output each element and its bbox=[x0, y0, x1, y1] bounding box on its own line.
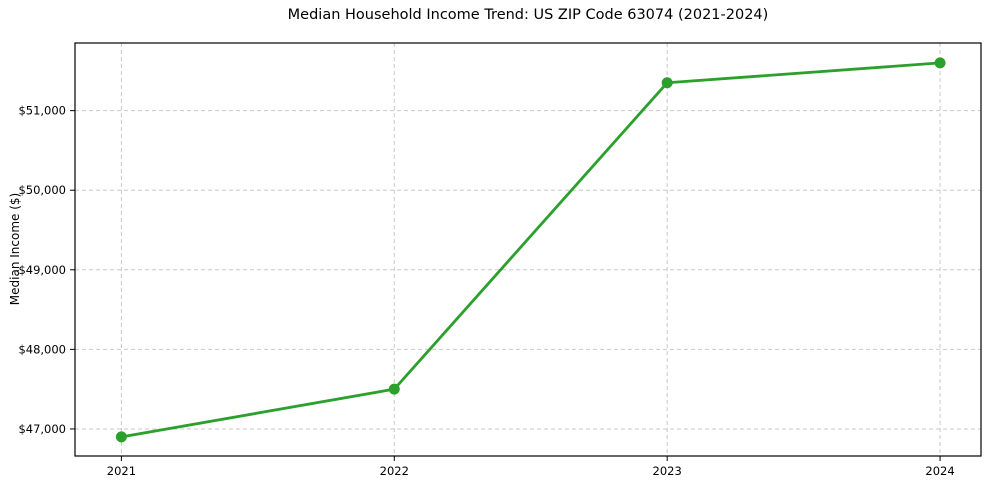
x-tick-label: 2022 bbox=[380, 464, 409, 478]
x-tick-label: 2024 bbox=[925, 464, 954, 478]
data-point bbox=[661, 77, 673, 89]
y-tick-label: $50,000 bbox=[18, 183, 66, 197]
y-tick-label: $49,000 bbox=[18, 263, 66, 277]
y-tick-label: $51,000 bbox=[18, 104, 66, 118]
y-tick-label: $47,000 bbox=[18, 422, 66, 436]
y-tick-label: $48,000 bbox=[18, 342, 66, 356]
data-point bbox=[388, 383, 400, 395]
x-tick-label: 2021 bbox=[107, 464, 136, 478]
plot-border bbox=[74, 42, 982, 457]
data-point bbox=[934, 57, 946, 69]
x-tick-label: 2023 bbox=[653, 464, 682, 478]
chart-title: Median Household Income Trend: US ZIP Co… bbox=[287, 7, 769, 23]
income-trend-line bbox=[119, 61, 942, 439]
data-point bbox=[115, 431, 127, 443]
